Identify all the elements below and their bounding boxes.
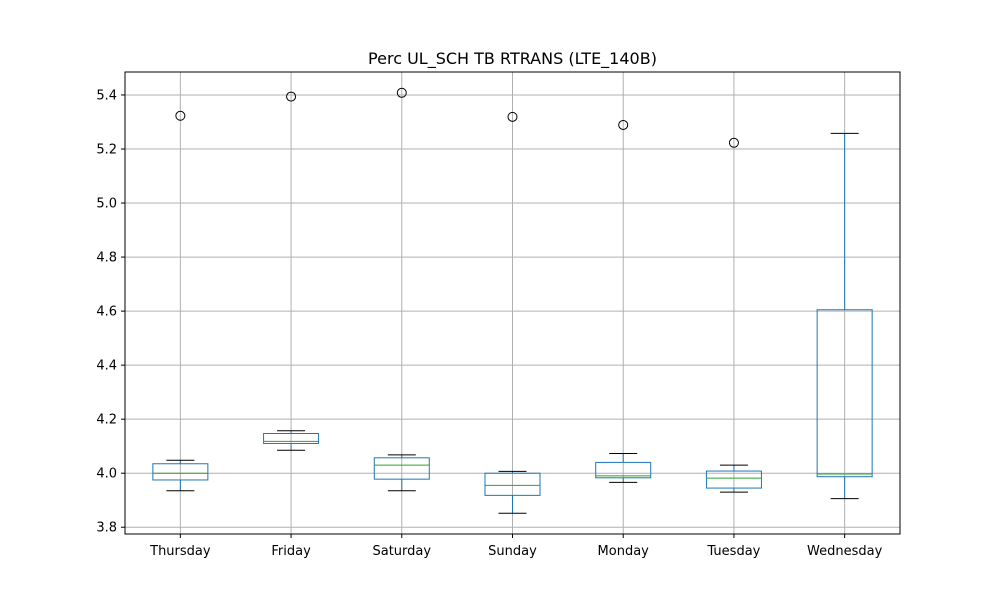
iqr-box [263,432,320,444]
x-tick-label: Sunday [488,544,537,559]
box-saturday [373,87,430,492]
x-tick-label: Tuesday [706,544,760,559]
iqr-box [816,309,873,478]
iqr-box [484,472,541,496]
x-tick-label: Wednesday [807,544,883,559]
y-tick-label: 5.4 [96,88,117,103]
x-tick-label: Monday [598,544,650,559]
grid-lines [125,72,900,534]
outlier-point [286,91,297,102]
y-tick-label: 5.0 [96,197,117,212]
outlier-point [728,137,739,148]
outlier-point [175,110,186,121]
x-tick-label: Friday [271,544,311,559]
box-monday [595,119,652,483]
axes: 3.8 4.0 4.2 4.4 4.6 4.8 5.0 5.2 5.4 Thursday Frida… [96,88,882,559]
box-sunday [484,111,541,514]
iqr-box [373,457,430,480]
outlier-point [618,119,629,130]
box-tuesday [705,137,762,493]
y-tick-label: 5.2 [96,143,117,158]
y-tick-label: 3.8 [96,521,117,536]
box-series [152,87,873,514]
y-tick-label: 4.8 [96,251,117,266]
box-friday [263,91,320,451]
x-tick-label: Saturday [372,544,431,559]
outlier-point [396,87,407,98]
x-tick-label: Thursday [149,544,211,559]
iqr-box [152,463,209,481]
y-tick-label: 4.6 [96,305,117,320]
iqr-box [705,470,762,489]
box-wednesday [816,132,873,500]
box-thursday [152,110,209,492]
y-tick-label: 4.4 [96,359,117,374]
iqr-box [595,461,652,479]
outlier-point [507,111,518,122]
y-tick-label: 4.0 [96,467,117,482]
chart-title: Perc UL_SCH TB RTRANS (LTE_140B) [368,49,657,69]
y-tick-label: 4.2 [96,413,117,428]
